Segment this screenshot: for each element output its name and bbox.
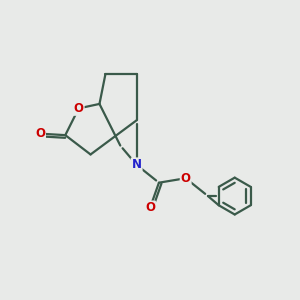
Text: O: O: [181, 172, 191, 185]
Text: O: O: [35, 127, 45, 140]
Text: N: N: [132, 158, 142, 171]
Text: O: O: [145, 202, 155, 214]
Text: O: O: [74, 102, 84, 115]
